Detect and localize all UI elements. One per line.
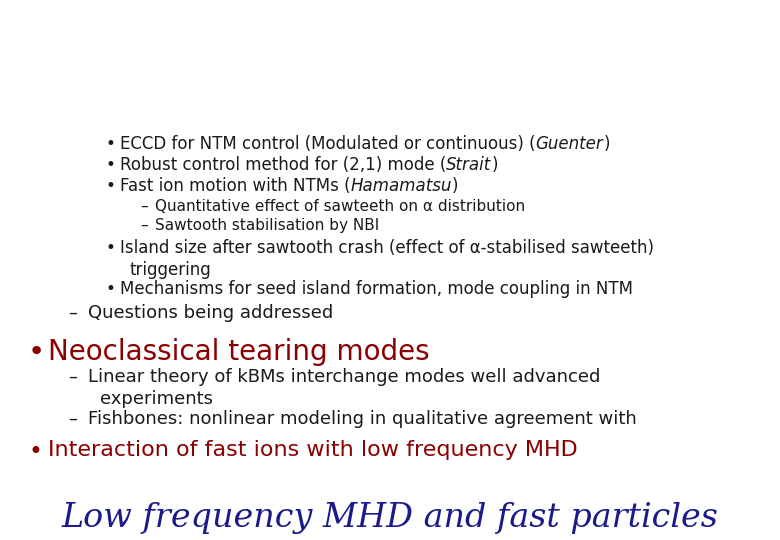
- Text: ): ): [452, 177, 459, 195]
- Text: Questions being addressed: Questions being addressed: [88, 304, 333, 322]
- Text: •: •: [105, 280, 115, 298]
- Text: –: –: [68, 368, 77, 386]
- Text: triggering: triggering: [130, 261, 211, 279]
- Text: Fast ion motion with NTMs (: Fast ion motion with NTMs (: [120, 177, 350, 195]
- Text: •: •: [105, 239, 115, 257]
- Text: ): ): [603, 135, 610, 153]
- Text: Low frequency MHD and fast particles: Low frequency MHD and fast particles: [62, 502, 718, 534]
- Text: –: –: [68, 304, 77, 322]
- Text: Hamamatsu: Hamamatsu: [350, 177, 452, 195]
- Text: –: –: [140, 199, 147, 214]
- Text: •: •: [28, 440, 42, 464]
- Text: Robust control method for (2,1) mode (: Robust control method for (2,1) mode (: [120, 156, 446, 174]
- Text: ECCD for NTM control (Modulated or continuous) (: ECCD for NTM control (Modulated or conti…: [120, 135, 536, 153]
- Text: •: •: [105, 156, 115, 174]
- Text: –: –: [68, 410, 77, 428]
- Text: Quantitative effect of sawteeth on α distribution: Quantitative effect of sawteeth on α dis…: [155, 199, 525, 214]
- Text: Interaction of fast ions with low frequency MHD: Interaction of fast ions with low freque…: [48, 440, 578, 460]
- Text: •: •: [105, 135, 115, 153]
- Text: •: •: [105, 177, 115, 195]
- Text: Guenter: Guenter: [536, 135, 603, 153]
- Text: experiments: experiments: [100, 390, 213, 408]
- Text: ): ): [491, 156, 498, 174]
- Text: Linear theory of kBMs interchange modes well advanced: Linear theory of kBMs interchange modes …: [88, 368, 601, 386]
- Text: Neoclassical tearing modes: Neoclassical tearing modes: [48, 338, 430, 366]
- Text: •: •: [28, 338, 45, 366]
- Text: Strait: Strait: [446, 156, 491, 174]
- Text: –: –: [140, 218, 147, 233]
- Text: Island size after sawtooth crash (effect of α-stabilised sawteeth): Island size after sawtooth crash (effect…: [120, 239, 654, 257]
- Text: Mechanisms for seed island formation, mode coupling in NTM: Mechanisms for seed island formation, mo…: [120, 280, 633, 298]
- Text: Sawtooth stabilisation by NBI: Sawtooth stabilisation by NBI: [155, 218, 379, 233]
- Text: Fishbones: nonlinear modeling in qualitative agreement with: Fishbones: nonlinear modeling in qualita…: [88, 410, 636, 428]
